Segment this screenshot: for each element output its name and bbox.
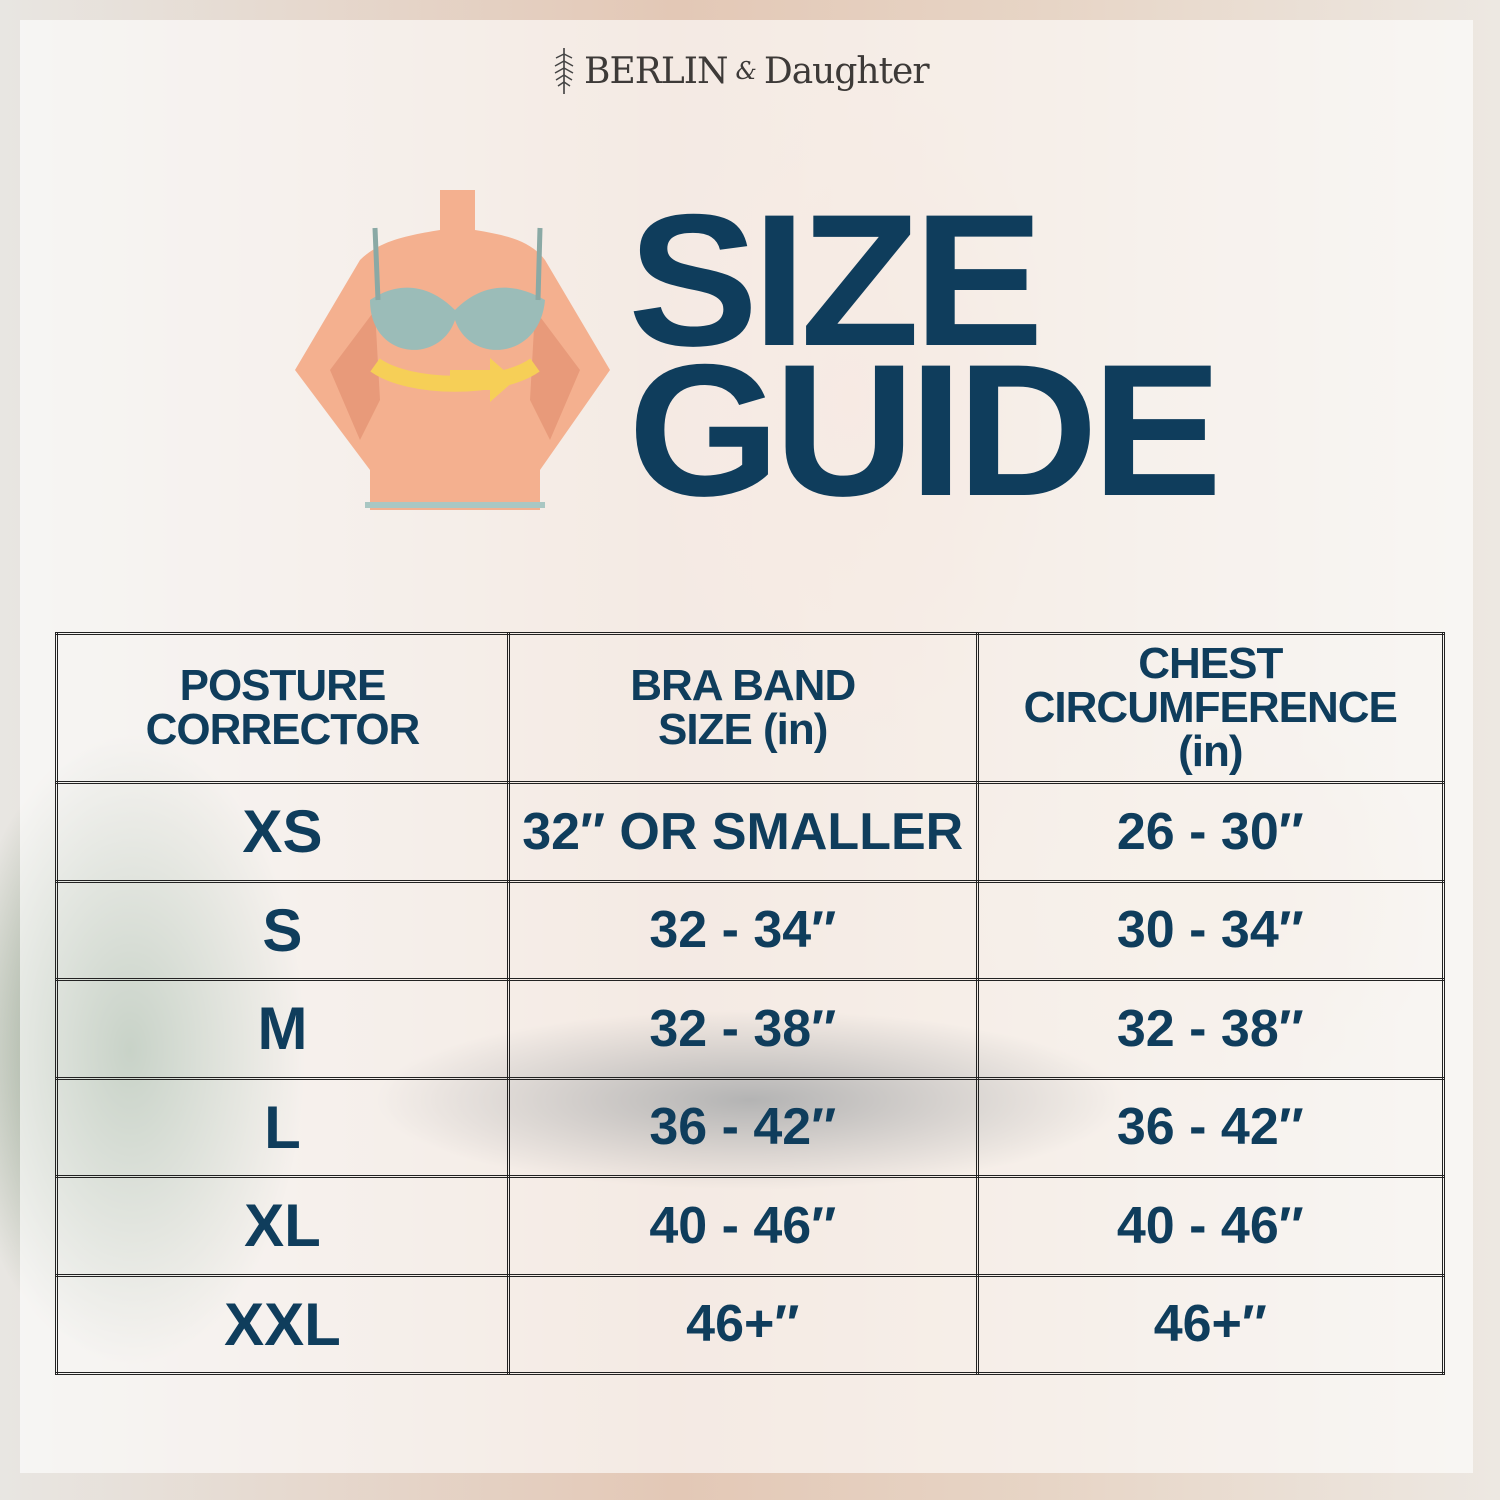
header-line: CHEST [1138, 639, 1283, 688]
header-line: POSTURE [179, 661, 387, 710]
bra-band-cell: 32 - 38″ [506, 978, 979, 1080]
chest-cell: 30 - 34″ [975, 879, 1446, 981]
header-line: CIRCUMFERENCE [1023, 683, 1398, 732]
header-line: (in) [1178, 727, 1243, 776]
size-table: POSTURE CORRECTOR BRA BAND SIZE (in) CHEST… [55, 632, 1446, 1375]
chest-cell: 36 - 42″ [975, 1076, 1446, 1178]
brand-name-right: Daughter [763, 50, 930, 92]
size-cell: XL [55, 1175, 510, 1277]
table-row: M 32 - 38″ 32 - 38″ [55, 978, 1446, 1080]
size-cell: L [55, 1076, 510, 1178]
header-line: SIZE (in) [658, 705, 828, 754]
brand-name-left: BERLIN [584, 50, 728, 92]
title-line-2: GUIDE [628, 325, 1222, 535]
size-cell: S [55, 879, 510, 981]
size-cell: M [55, 978, 510, 1080]
chest-cell: 26 - 30″ [975, 781, 1446, 883]
header-line: BRA BAND [630, 661, 856, 710]
bra-band-cell: 32″ OR SMALLER [506, 781, 979, 883]
table-row: S 32 - 34″ 30 - 34″ [55, 879, 1446, 981]
table-row: XS 32″ OR SMALLER 26 - 30″ [55, 781, 1446, 883]
bra-band-cell: 32 - 34″ [506, 879, 979, 981]
torso-measurement-illustration [295, 190, 610, 510]
bra-band-cell: 46+″ [506, 1273, 979, 1375]
size-cell: XS [55, 781, 510, 883]
table-row: XXL 46+″ 46+″ [55, 1273, 1446, 1375]
bra-band-cell: 40 - 46″ [506, 1175, 979, 1277]
title-line-1: SIZE [628, 175, 1044, 385]
chest-cell: 46+″ [975, 1273, 1446, 1375]
table-header-row: POSTURE CORRECTOR BRA BAND SIZE (in) CHEST… [55, 632, 1446, 784]
page-title: SIZE GUIDE [628, 186, 1222, 524]
bra-band-cell: 36 - 42″ [506, 1076, 979, 1178]
header-chest-circumference: CHEST CIRCUMFERENCE (in) [975, 632, 1446, 784]
chest-cell: 32 - 38″ [975, 978, 1446, 1080]
header-line: CORRECTOR [145, 705, 421, 754]
brand-logo: BERLIN & Daughter [552, 46, 930, 96]
size-cell: XXL [55, 1273, 510, 1375]
feather-icon [554, 48, 574, 94]
table-row: L 36 - 42″ 36 - 42″ [55, 1076, 1446, 1178]
header-posture-corrector: POSTURE CORRECTOR [55, 632, 510, 784]
table-row: XL 40 - 46″ 40 - 46″ [55, 1175, 1446, 1277]
header-bra-band-size: BRA BAND SIZE (in) [506, 632, 979, 784]
brand-ampersand: & [735, 57, 756, 85]
chest-cell: 40 - 46″ [975, 1175, 1446, 1277]
